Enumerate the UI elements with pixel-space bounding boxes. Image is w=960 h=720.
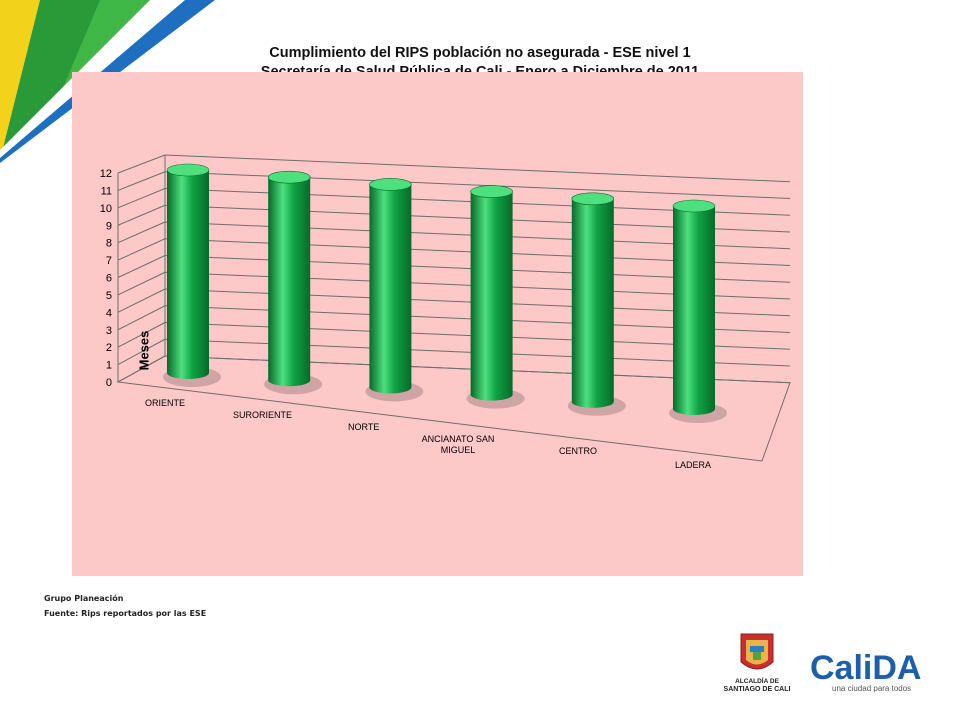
gridline-side [117,355,166,383]
gridline-side [117,271,166,296]
chart-plot-area: 0 1 2 3 4 5 6 7 8 9 10 11 12 ORIENTE SURORIENTE NORTE AN… [72,72,803,576]
gridline-side [117,154,166,174]
gridline-side [117,204,166,226]
footer-group: Grupo Planeación [44,594,124,603]
y-tick-label: 0 [106,377,112,389]
footer: Grupo Planeación Fuente: Rips reportados… [44,591,206,621]
bar-top [166,163,210,177]
gridline-side [117,221,166,244]
bar [268,177,311,387]
calida-logo: CaliDA una ciudad para todos [810,649,921,693]
bar [470,191,513,401]
y-tick-label: 8 [106,238,112,250]
calida-slogan: una ciudad para todos [832,684,911,693]
y-tick-label: 2 [106,342,112,354]
gridline-side [117,338,166,366]
bar [369,184,412,394]
calida-wordmark: CaliDA [810,649,921,687]
y-tick-label: 5 [106,290,112,302]
gridline [164,154,791,183]
y-tick-label: 3 [106,325,112,337]
x-tick-label: CENTRO [559,446,597,456]
y-tick-label: 9 [106,220,112,232]
gridline-side [117,322,166,348]
chart-title-line1: Cumplimiento del RIPS población no asegu… [269,45,691,61]
footer-source: Fuente: Rips reportados por las ESE [44,609,207,618]
alcaldia-line1: ALCALDÍA DE [735,676,779,685]
gridline-side [117,288,166,313]
y-tick-label: 6 [106,273,112,285]
y-tick-label: 11 [101,185,112,197]
gridline-side [117,255,166,278]
alcaldia-line2: SANTIAGO DE CALI [724,686,791,693]
y-tick-label: 10 [100,203,112,215]
gridline-side [117,171,166,191]
gridline-side [117,238,166,261]
x-tick-label: NORTE [348,422,379,432]
y-tick-label: 12 [100,168,112,180]
gridline-side [117,188,166,209]
bar [167,170,209,379]
y-tick-label: 1 [106,360,112,372]
alcaldia-cali-logo: ALCALDÍA DE SANTIAGO DE CALI [724,633,791,693]
x-tick-label: ANCIANATO SAN MIGUEL [422,434,495,455]
bar [673,206,715,415]
chart-svg: 0123456789101112ORIENTESURORIENTENORTEAN… [100,154,791,470]
x-tick-label: SURORIENTE [233,410,292,420]
bar-top [672,199,716,213]
bar-top [571,192,615,206]
bar-top [267,170,311,184]
bar-top [369,178,412,191]
y-axis-label: Meses [136,330,152,371]
y-tick-label: 4 [106,307,112,319]
x-tick-label: ORIENTE [145,398,185,408]
y-tick-label: 7 [106,255,112,267]
x-tick-label: LADERA [675,460,711,470]
bar [571,198,614,408]
gridline-side [117,305,166,331]
bar-top [470,185,513,198]
